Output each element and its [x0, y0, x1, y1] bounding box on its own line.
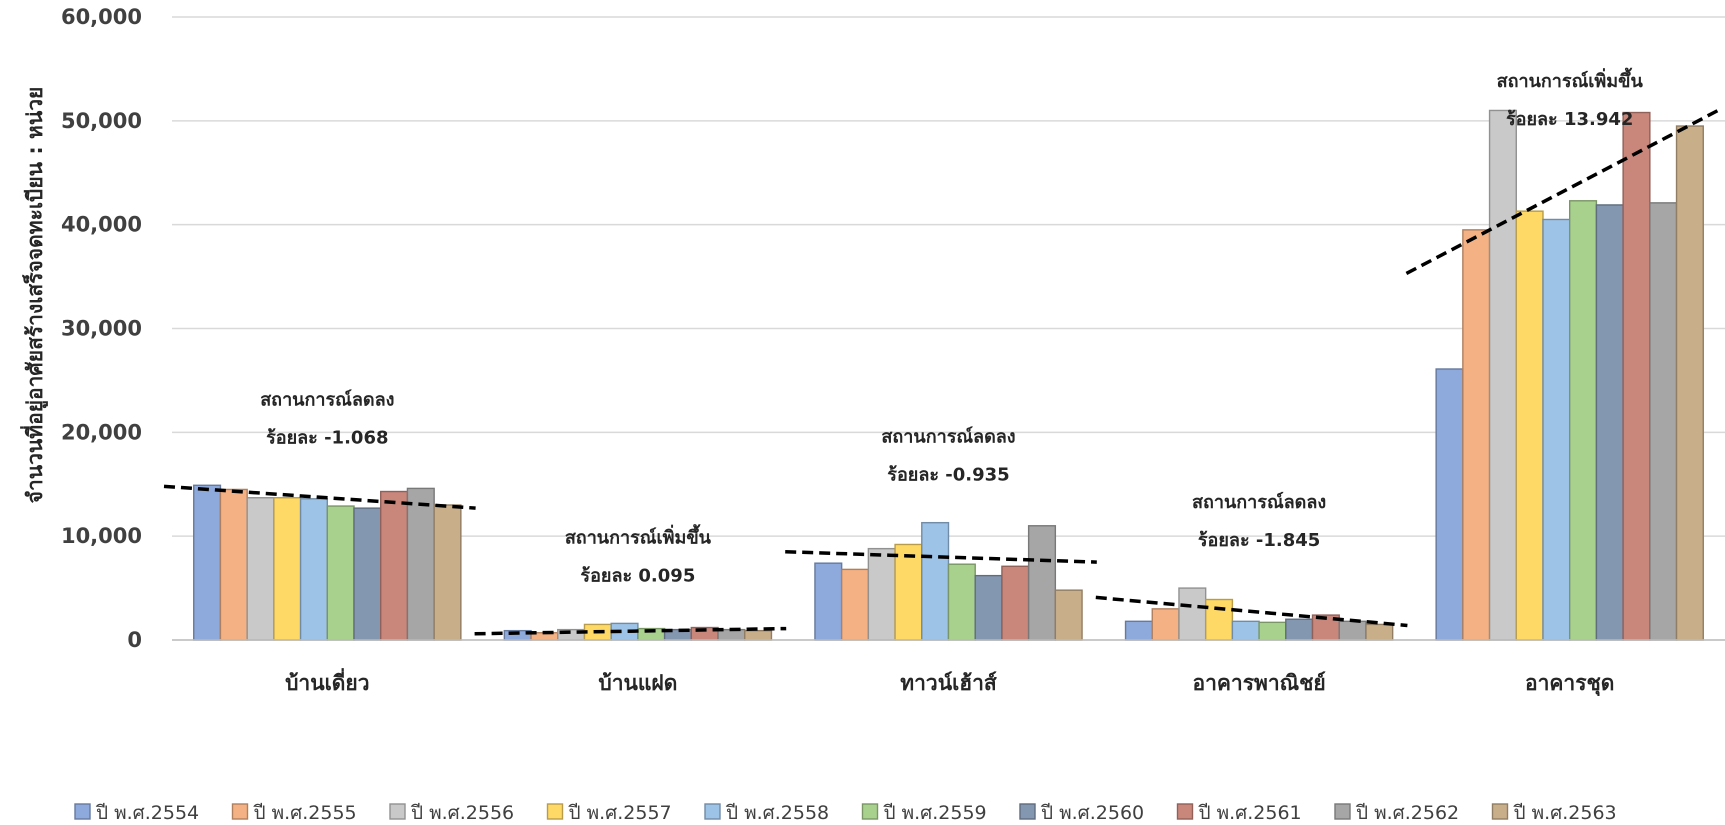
bar [299, 498, 329, 641]
legend-swatch [74, 803, 91, 820]
bar [1124, 620, 1153, 641]
bar [974, 574, 1003, 641]
y-tick-label: 20,000 [61, 420, 142, 444]
bar [380, 490, 409, 641]
trend-line [163, 484, 476, 510]
legend-swatch [704, 803, 721, 820]
trend-annotation-percent: ร้อยละ -0.935 [887, 465, 1009, 486]
bar [1204, 598, 1234, 641]
bar [1054, 589, 1083, 641]
bar [921, 521, 950, 641]
bar [353, 507, 382, 641]
bar [867, 547, 896, 641]
bar [1258, 621, 1287, 641]
trend-annotation-status: สถานการณ์เพิ่มขึ้น [565, 523, 712, 548]
legend-swatch [546, 803, 564, 820]
category-label: อาคารชุด [1525, 671, 1614, 697]
legend-swatch [231, 803, 249, 820]
bar [1515, 210, 1544, 641]
bar [1488, 109, 1517, 641]
bar [219, 488, 248, 641]
bar [1622, 111, 1651, 641]
bar [1151, 608, 1180, 641]
legend-label: ปี พ.ศ.2562 [1355, 802, 1459, 824]
bar [406, 487, 435, 641]
bar [1178, 587, 1207, 641]
legend-label: ปี พ.ศ.2554 [95, 802, 199, 824]
bar [1001, 565, 1030, 641]
bar [814, 562, 843, 641]
bar [326, 505, 355, 641]
bar [1675, 125, 1704, 641]
trend-line [785, 549, 1097, 564]
bar [246, 497, 275, 641]
category-label: บ้านแฝด [598, 671, 677, 695]
legend-label: ปี พ.ศ.2557 [568, 802, 672, 824]
bar [1542, 218, 1571, 641]
bar [1231, 620, 1260, 641]
category-label: ทาวน์เฮ้าส์ [900, 671, 997, 695]
y-tick-label: 10,000 [61, 524, 142, 548]
legend-swatch [861, 803, 879, 820]
bar [1568, 200, 1598, 641]
legend-label: ปี พ.ศ.2558 [725, 802, 829, 824]
bar [193, 484, 222, 641]
legend-swatch [1491, 803, 1509, 820]
y-tick-label: 60,000 [61, 5, 142, 29]
bar [840, 568, 870, 641]
y-tick-label: 50,000 [61, 109, 142, 133]
bars [193, 109, 1704, 641]
legend-label: ปี พ.ศ.2561 [1198, 802, 1302, 824]
category-label: บ้านเดี่ยว [285, 667, 369, 695]
bar [1595, 204, 1624, 641]
legend-label: ปี พ.ศ.2560 [1040, 802, 1144, 824]
legend-label: ปี พ.ศ.2555 [253, 802, 357, 824]
bar [1285, 618, 1314, 641]
trend-annotation-status: สถานการณ์ลดลง [881, 426, 1015, 448]
y-tick-label: 0 [127, 628, 142, 652]
trend-annotation-percent: ร้อยละ -1.845 [1198, 530, 1320, 551]
legend-label: ปี พ.ศ.2563 [1513, 802, 1617, 824]
bar [894, 543, 923, 641]
trend-annotation-status: สถานการณ์ลดลง [1192, 491, 1326, 513]
bar [1435, 368, 1464, 641]
trend-annotation-percent: ร้อยละ 13.942 [1506, 109, 1633, 130]
bar [744, 629, 773, 641]
bar [1027, 525, 1057, 641]
bar [1649, 202, 1678, 641]
bar [433, 504, 462, 641]
y-tick-label: 40,000 [61, 213, 142, 237]
legend-label: ปี พ.ศ.2559 [883, 802, 987, 824]
legend-swatch [1176, 803, 1194, 820]
y-axis-title: จำนวนที่อยู่อาศัยสร้างเสร็จจดทะเบียน : ห… [19, 87, 49, 504]
trend-line [474, 626, 787, 636]
legend-swatch [389, 803, 406, 820]
bar [273, 497, 302, 641]
category-label: อาคารพาณิชย์ [1192, 671, 1325, 695]
legend-swatch [1334, 803, 1351, 820]
bar [1462, 229, 1491, 641]
trend-annotation-percent: ร้อยละ 0.095 [580, 565, 695, 586]
y-tick-label: 30,000 [61, 317, 142, 341]
legend: ปี พ.ศ.2554 ปี พ.ศ.2555 ปี พ.ศ.2556 ปี พ.ศ.… [74, 802, 1617, 824]
bar [1365, 623, 1394, 641]
trend-annotation-percent: ร้อยละ -1.068 [266, 427, 388, 448]
trend-annotation-status: สถานการณ์เพิ่มขึ้น [1497, 67, 1644, 92]
legend-label: ปี พ.ศ.2556 [410, 802, 514, 824]
legend-swatch [1019, 803, 1036, 820]
trend-line [1095, 595, 1408, 628]
trend-annotation-status: สถานการณ์ลดลง [260, 388, 394, 410]
trend-line [1405, 108, 1719, 276]
bar [947, 563, 976, 641]
bar [1338, 620, 1367, 641]
